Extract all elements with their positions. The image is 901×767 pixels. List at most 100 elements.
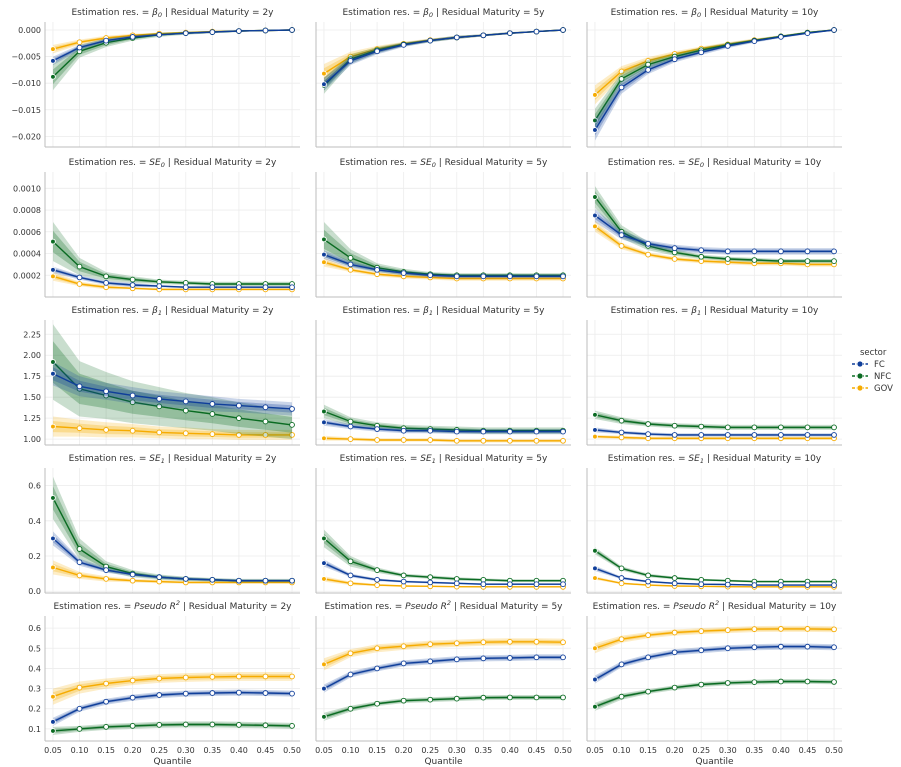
point-fc bbox=[480, 655, 487, 662]
y-tick-label: 0.6 bbox=[28, 624, 41, 633]
point-nfc bbox=[76, 726, 83, 732]
point-nfc bbox=[724, 680, 731, 686]
point-fc bbox=[592, 565, 598, 572]
panel-title: Estimation res. = β1 | Residual Maturity… bbox=[342, 306, 545, 317]
point-fc bbox=[671, 245, 678, 251]
point-nfc bbox=[374, 700, 380, 707]
legend-label: FC bbox=[874, 360, 885, 370]
point-fc bbox=[645, 240, 651, 247]
point-gov bbox=[592, 92, 598, 98]
point-fc bbox=[618, 575, 625, 581]
point-gov bbox=[698, 628, 705, 634]
point-gov bbox=[671, 256, 678, 262]
point-fc bbox=[236, 402, 242, 409]
point-gov bbox=[103, 576, 109, 582]
point-fc bbox=[400, 427, 407, 434]
point-nfc bbox=[347, 418, 354, 425]
y-tick-label: 0.2 bbox=[28, 705, 41, 714]
point-gov bbox=[645, 251, 651, 258]
y-tick-label: 0.4 bbox=[28, 517, 41, 526]
chart-panels: 0.000 −0.005 −0.010 −0.015 −0.020 Estimation … bbox=[11, 8, 843, 767]
point-fc bbox=[831, 248, 837, 255]
x-tick-label: 0.40 bbox=[501, 746, 519, 755]
y-tick-label: 2.25 bbox=[23, 330, 41, 339]
point-nfc bbox=[645, 61, 651, 68]
series-line-fc bbox=[52, 29, 293, 62]
point-fc bbox=[321, 81, 327, 88]
y-tick-label: 0.5 bbox=[28, 644, 41, 653]
point-fc bbox=[645, 578, 651, 585]
series-line-nfc bbox=[52, 497, 292, 582]
x-tick-label: 0.05 bbox=[44, 746, 62, 755]
point-gov bbox=[645, 632, 651, 639]
panel-title: Estimation res. = Pseudo R2 | Residual M… bbox=[325, 599, 564, 612]
series-line-fc bbox=[52, 537, 292, 582]
series-line-fc bbox=[323, 421, 563, 433]
point-fc bbox=[480, 581, 487, 588]
point-fc bbox=[209, 576, 216, 583]
point-fc bbox=[453, 428, 460, 435]
point-fc bbox=[347, 261, 354, 268]
point-fc bbox=[618, 84, 625, 91]
point-fc bbox=[592, 427, 598, 433]
point-fc bbox=[453, 580, 460, 587]
point-nfc bbox=[374, 567, 380, 573]
point-fc bbox=[156, 396, 163, 402]
point-nfc bbox=[103, 724, 109, 730]
point-fc bbox=[103, 37, 109, 44]
point-nfc bbox=[804, 258, 811, 264]
point-fc bbox=[698, 581, 705, 588]
point-gov bbox=[507, 638, 513, 645]
series-line-fc bbox=[594, 29, 835, 131]
band-gov bbox=[53, 272, 292, 291]
point-nfc bbox=[262, 722, 269, 729]
point-fc bbox=[804, 30, 811, 37]
band-nfc bbox=[324, 696, 563, 719]
point-gov bbox=[321, 435, 327, 442]
point-gov bbox=[453, 640, 460, 647]
point-nfc bbox=[156, 403, 163, 410]
band-gov bbox=[53, 563, 292, 584]
point-fc bbox=[50, 266, 56, 273]
point-nfc bbox=[645, 421, 651, 427]
point-fc bbox=[347, 423, 354, 430]
point-fc bbox=[321, 560, 327, 566]
band-nfc bbox=[324, 695, 563, 721]
x-tick-label: 0.20 bbox=[666, 746, 684, 755]
point-fc bbox=[156, 574, 163, 581]
y-tick-label: 1.25 bbox=[23, 414, 41, 423]
point-nfc bbox=[751, 257, 758, 263]
point-nfc bbox=[831, 258, 837, 264]
point-fc bbox=[831, 432, 837, 438]
point-fc bbox=[182, 576, 189, 582]
point-gov bbox=[751, 626, 758, 632]
legend-swatch-marker bbox=[856, 360, 864, 368]
panel-2-3: Estimation res. = SE0 | Residual Maturit… bbox=[586, 158, 842, 298]
point-gov bbox=[480, 437, 487, 444]
series-line-gov bbox=[323, 578, 563, 588]
point-fc bbox=[129, 694, 136, 701]
x-tick-label: 0.10 bbox=[613, 746, 631, 755]
point-nfc bbox=[321, 713, 327, 720]
point-gov bbox=[347, 266, 354, 273]
point-fc bbox=[103, 698, 109, 705]
point-fc bbox=[724, 432, 731, 438]
y-tick-label: 0.2 bbox=[28, 552, 41, 561]
panel-1-1: 0.000 −0.005 −0.010 −0.015 −0.020 Estimation … bbox=[11, 8, 300, 148]
point-nfc bbox=[618, 565, 625, 572]
point-gov bbox=[374, 645, 380, 652]
band-nfc bbox=[53, 29, 292, 85]
panel-4-1: 0.6 0.4 0.2 0.0 Estimation res. = SE1 | Resi… bbox=[28, 454, 300, 596]
point-gov bbox=[236, 432, 242, 438]
panel-title: Estimation res. = SE0 | Residual Maturit… bbox=[340, 158, 548, 169]
point-fc bbox=[560, 428, 566, 435]
x-tick-label: 0.40 bbox=[230, 746, 248, 755]
point-fc bbox=[321, 419, 327, 426]
series-line-fc bbox=[594, 214, 834, 252]
point-nfc bbox=[209, 721, 216, 728]
point-nfc bbox=[50, 495, 56, 501]
point-gov bbox=[374, 582, 380, 588]
point-nfc bbox=[698, 423, 705, 430]
band-gov bbox=[324, 638, 563, 671]
point-nfc bbox=[618, 76, 625, 82]
